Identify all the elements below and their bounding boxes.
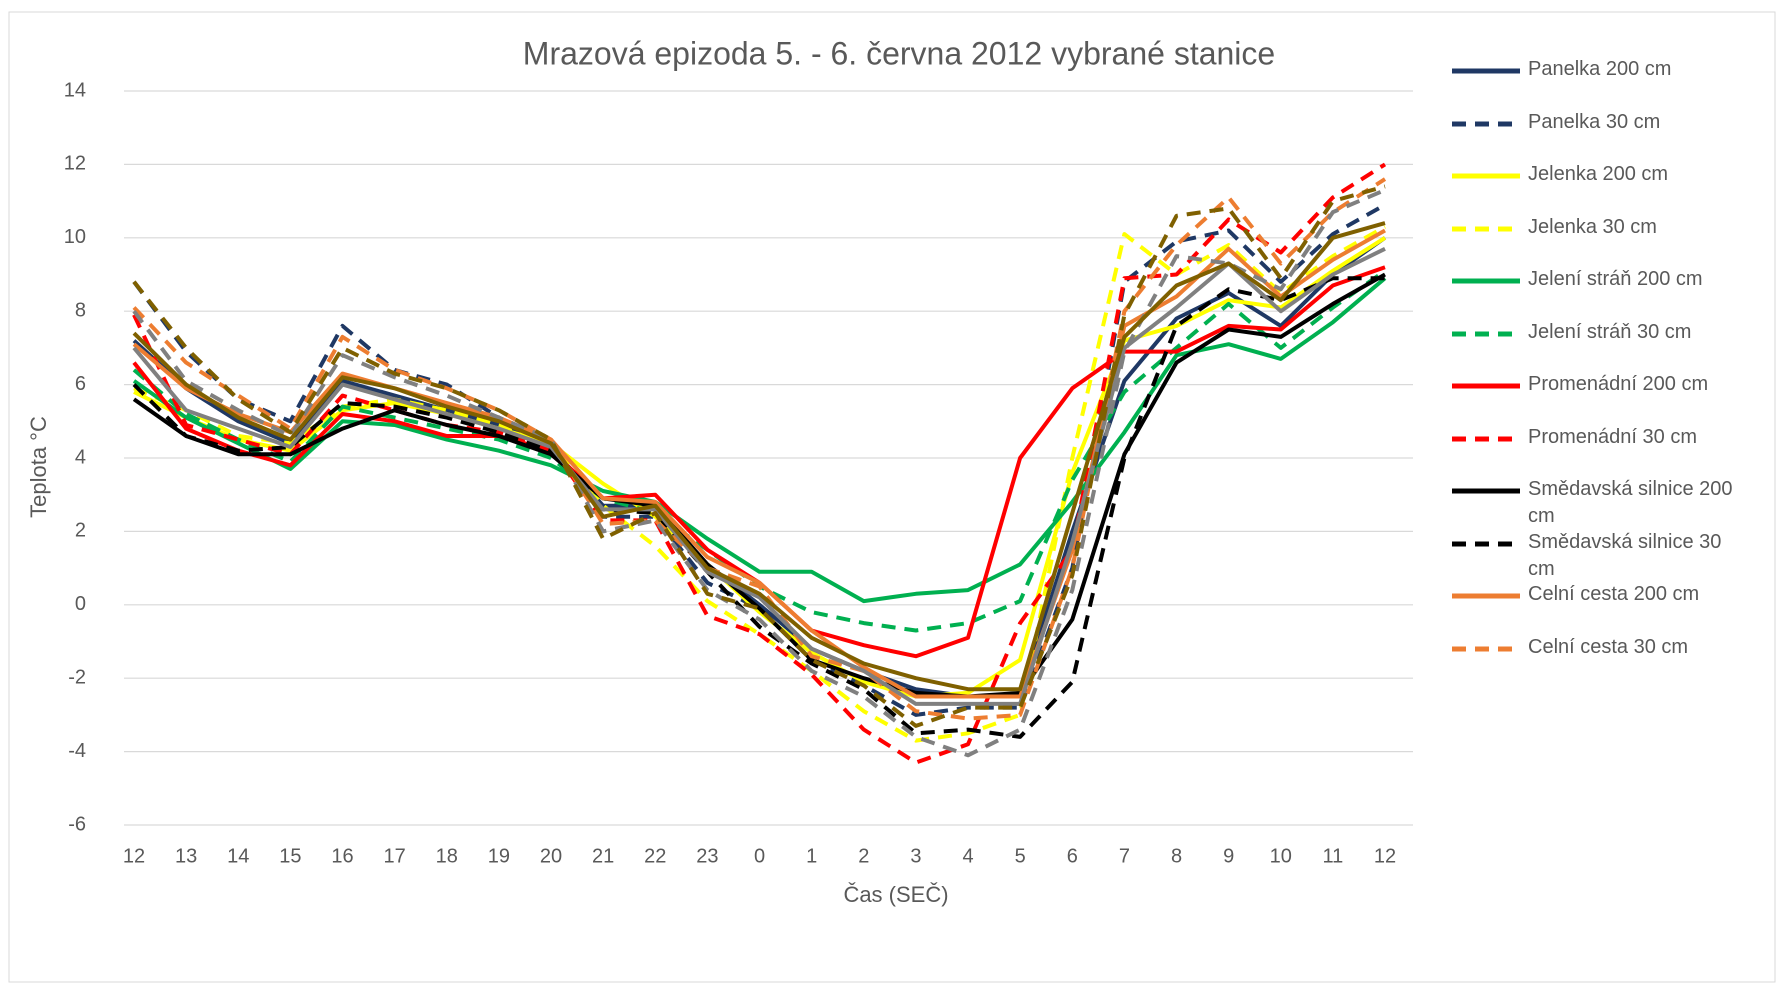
x-tick-label: 19 [488, 845, 510, 867]
series-line [132, 203, 1386, 717]
series-line [132, 184, 1386, 728]
series-line [132, 236, 1387, 699]
series-line [132, 162, 1387, 765]
x-tick-label: 6 [1067, 845, 1078, 867]
x-tick-label: 0 [754, 845, 765, 867]
legend-item: Jelení stráň 200 cm [1450, 266, 1780, 319]
y-tick-label: 8 [75, 299, 86, 321]
legend-item: Jelení stráň 30 cm [1450, 319, 1780, 372]
x-tick-label: 7 [1119, 845, 1130, 867]
legend-item: Promenádní 200 cm [1450, 371, 1780, 424]
x-tick-label: 17 [384, 845, 406, 867]
series-line [132, 276, 1385, 739]
x-tick-label: 13 [175, 845, 197, 867]
legend-label: Celní cesta 30 cm [1528, 635, 1689, 658]
legend-label: Jelenka 200 cm [1528, 163, 1669, 185]
x-tick-label: 8 [1171, 845, 1182, 867]
y-tick-label: 4 [75, 446, 86, 468]
y-tick-label: 10 [64, 226, 86, 248]
x-tick-label: 9 [1223, 845, 1234, 867]
legend-item: Panelka 200 cm [1450, 56, 1780, 109]
x-tick-label: 18 [436, 845, 458, 867]
chart-title: Mrazová epizoda 5. - 6. června 2012 vybr… [523, 35, 1275, 71]
legend-swatch [1452, 488, 1520, 494]
legend-swatch [1452, 68, 1520, 74]
legend-item: Jelenka 30 cm [1450, 214, 1780, 267]
legend-item: Smědavská silnice 30 cm [1450, 529, 1780, 582]
y-tick-label: 14 [64, 79, 86, 101]
x-tick-label: 5 [1015, 845, 1026, 867]
x-tick-label: 22 [644, 845, 666, 867]
legend-label: Promenádní 30 cm [1528, 425, 1697, 448]
legend-label: Smědavská silnice 200 cm [1528, 478, 1733, 527]
series-line [132, 272, 1386, 699]
y-tick-label: 6 [75, 373, 86, 395]
y-tick-label: -2 [68, 666, 86, 688]
series-line [132, 188, 1386, 758]
y-tick-label: 0 [75, 593, 86, 615]
x-tick-label: 12 [123, 845, 145, 867]
x-tick-label: 14 [227, 845, 249, 867]
series-line [132, 276, 1387, 604]
x-tick-label: 15 [279, 845, 301, 867]
x-axis-title: Čas (SEČ) [843, 882, 948, 907]
legend-item: Smědavská silnice 200 cm [1450, 476, 1780, 529]
legend-swatch [1452, 226, 1520, 231]
y-tick-label: -4 [68, 740, 86, 762]
legend-label: Jelení stráň 30 cm [1528, 320, 1692, 343]
legend: Panelka 200 cm Panelka 30 cm Jelenka 200 c… [1450, 56, 1780, 686]
y-axis-title: Teplota °C [26, 416, 51, 518]
series-line [132, 221, 1386, 692]
legend-swatch [1452, 173, 1520, 179]
x-tick-label: 12 [1374, 845, 1396, 867]
legend-label: Panelka 30 cm [1528, 110, 1661, 133]
legend-swatch [1452, 383, 1520, 389]
x-tick-label: 2 [858, 845, 869, 867]
legend-item: Jelenka 200 cm [1450, 161, 1780, 214]
legend-label: Smědavská silnice 30 cm [1528, 530, 1722, 580]
y-tick-label: 2 [75, 520, 86, 542]
x-tick-label: 4 [962, 845, 973, 867]
legend-swatch [1452, 278, 1520, 284]
y-tick-label: 12 [64, 153, 86, 175]
series-line [132, 177, 1387, 721]
x-tick-label: 16 [331, 845, 353, 867]
x-tick-label: 20 [540, 845, 562, 867]
legend-label: Promenádní 200 cm [1528, 373, 1709, 395]
legend-label: Panelka 200 cm [1528, 58, 1672, 80]
legend-label: Jelenka 30 cm [1528, 215, 1657, 238]
x-tick-label: 3 [910, 845, 921, 867]
x-tick-label: 23 [696, 845, 718, 867]
legend-swatch [1452, 646, 1520, 651]
x-tick-label: 11 [1322, 845, 1343, 867]
y-tick-label: -6 [68, 813, 86, 835]
x-tick-label: 21 [592, 845, 614, 867]
legend-swatch [1452, 593, 1520, 599]
legend-label: Celní cesta 200 cm [1528, 583, 1700, 605]
legend-swatch [1452, 121, 1520, 126]
series-line [132, 247, 1386, 706]
legend-item: Celní cesta 30 cm [1450, 634, 1780, 687]
legend-item: Celní cesta 200 cm [1450, 581, 1780, 634]
legend-label: Jelení stráň 200 cm [1528, 268, 1703, 290]
legend-swatch [1452, 436, 1520, 441]
x-tick-label: 10 [1270, 845, 1292, 867]
series-line [133, 236, 1387, 699]
legend-item: Promenádní 30 cm [1450, 424, 1780, 477]
legend-swatch [1452, 541, 1520, 546]
legend-item: Panelka 30 cm [1450, 109, 1780, 162]
x-tick-label: 1 [806, 845, 817, 867]
legend-swatch [1452, 331, 1520, 336]
series-line [132, 228, 1386, 699]
